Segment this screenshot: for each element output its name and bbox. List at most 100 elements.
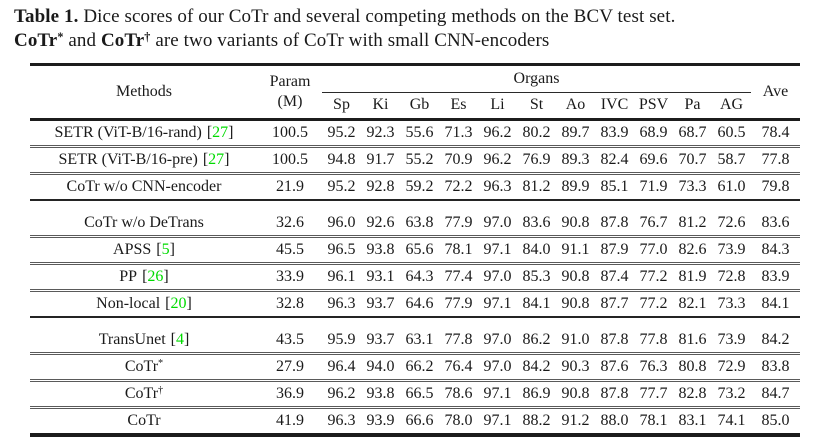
organ-score-cell: 73.3 (717, 294, 746, 312)
method-name: CoTr (124, 357, 159, 375)
organ-score-cell: 73.9 (717, 240, 746, 258)
results-table: Methods Param (M) Organs Ave Sp Ki Gb Es… (30, 62, 801, 437)
group-gap-cell (30, 200, 800, 211)
organ-score-cell: 97.0 (483, 213, 512, 231)
header-row-organs: Sp Ki Gb Es Li St Ao IVC PSV Pa AG (30, 92, 800, 119)
organ-score-cell: 95.2 (327, 123, 356, 141)
caption-variant-1: CoTr (14, 30, 58, 52)
organ-score-cell: 94.0 (366, 357, 395, 375)
organ-score-cell: 96.2 (327, 384, 356, 402)
method-cell: CoTr (30, 407, 258, 435)
method-name: APSS (113, 240, 152, 258)
method-cell: CoTr w/o CNN-encoder (30, 173, 258, 200)
table-row: PP [26] 33.9 96.1 93.1 64.3 77.4 97.0 85.3 90.8 87… (30, 263, 801, 291)
col-header-ivc: IVC (600, 96, 629, 114)
citation-bracket-open: [ (206, 123, 213, 141)
ave-cell: 83.9 (761, 267, 790, 285)
col-header-organs: Organs (322, 64, 752, 93)
method-cell: APSS [5] (30, 236, 258, 263)
organ-score-cell: 66.5 (405, 384, 434, 402)
citation-link[interactable]: 20 (170, 294, 187, 312)
organ-score-cell: 93.8 (366, 384, 395, 402)
table-row: SETR (ViT-B/16-rand) [27] 100.5 95.2 92.3 55.… (30, 119, 801, 147)
organ-score-cell: 71.9 (639, 177, 668, 195)
organ-score-cell: 81.2 (678, 213, 707, 231)
organ-score-cell: 94.8 (327, 150, 356, 168)
organ-score-cell: 78.6 (444, 384, 473, 402)
method-cell: Non-local [20] (30, 290, 258, 317)
organ-score-cell: 97.1 (483, 240, 512, 258)
citation-link[interactable]: 27 (208, 150, 225, 168)
method-name: SETR (ViT-B/16-pre) (58, 150, 198, 168)
citation-link[interactable]: 4 (175, 330, 184, 348)
organ-score-cell: 85.3 (522, 267, 551, 285)
organ-score-cell: 86.9 (522, 384, 551, 402)
organ-score-cell: 90.8 (561, 267, 590, 285)
organ-score-cell: 73.3 (678, 177, 707, 195)
ave-cell: 83.6 (761, 213, 790, 231)
organ-score-cell: 84.0 (522, 240, 551, 258)
organ-score-cell: 69.6 (639, 150, 668, 168)
organ-score-cell: 96.2 (483, 123, 512, 141)
organ-score-cell: 96.5 (327, 240, 356, 258)
organ-score-cell: 95.2 (327, 177, 356, 195)
citation-link[interactable]: 26 (147, 267, 164, 285)
organ-score-cell: 77.9 (444, 213, 473, 231)
table-row: CoTr w/o CNN-encoder 21.9 95.2 92.8 59.2 72.2… (30, 173, 801, 200)
organ-score-cell: 84.1 (522, 294, 551, 312)
method-name: CoTr w/o DeTrans (84, 213, 204, 231)
organ-score-cell: 81.2 (522, 177, 551, 195)
organ-score-cell: 72.6 (717, 213, 746, 231)
ave-cell: 85.0 (761, 411, 790, 429)
organ-score-cell: 76.3 (639, 357, 668, 375)
organ-score-cell: 76.4 (444, 357, 473, 375)
organ-score-cell: 92.8 (366, 177, 395, 195)
organ-score-cell: 83.1 (678, 411, 707, 429)
col-header-ag: AG (719, 96, 744, 114)
method-cell: TransUnet [4] (30, 328, 258, 354)
col-header-ave: Ave (762, 82, 789, 100)
param-cell: 32.8 (276, 294, 304, 312)
organ-score-cell: 68.9 (639, 123, 668, 141)
organ-score-cell: 72.2 (444, 177, 473, 195)
organ-score-cell: 97.0 (483, 330, 512, 348)
organ-score-cell: 77.2 (639, 294, 668, 312)
organ-score-cell: 97.0 (483, 267, 512, 285)
organ-score-cell: 97.0 (483, 357, 512, 375)
param-label: Param (269, 72, 311, 90)
citation: [5] (156, 241, 175, 258)
organ-score-cell: 87.8 (600, 384, 629, 402)
citation-link[interactable]: 5 (161, 240, 170, 258)
organ-score-cell: 76.7 (639, 213, 668, 231)
method-cell: PP [26] (30, 263, 258, 290)
organ-score-cell: 66.6 (405, 411, 434, 429)
caption-variant-2: CoTr (100, 30, 145, 52)
organ-score-cell: 87.9 (600, 240, 629, 258)
organ-score-cell: 97.1 (483, 411, 512, 429)
group-gap-row (30, 317, 800, 328)
col-header-ao: Ao (565, 96, 586, 114)
organ-score-cell: 87.8 (600, 330, 629, 348)
param-cell: 43.5 (276, 330, 304, 348)
organ-score-cell: 92.3 (366, 123, 395, 141)
citation-bracket-close: ] (224, 150, 230, 168)
param-cell: 21.9 (276, 177, 304, 195)
col-header-es: Es (450, 96, 467, 114)
organ-score-cell: 88.2 (522, 411, 551, 429)
table-body: SETR (ViT-B/16-rand) [27] 100.5 95.2 92.3 55.… (30, 119, 801, 435)
table-row: CoTr* 27.9 96.4 94.0 66.2 76.4 97.0 84.2 90.3 87.… (30, 353, 801, 381)
organ-score-cell: 93.1 (366, 267, 395, 285)
method-name: SETR (ViT-B/16-rand) (54, 123, 202, 141)
citation: [20] (165, 295, 192, 312)
table-row: APSS [5] 45.5 96.5 93.8 65.6 78.1 97.1 84.0 91.1 8… (30, 236, 801, 264)
organ-score-cell: 55.6 (405, 123, 434, 141)
header-row-top: Methods Param (M) Organs Ave (30, 64, 800, 110)
method-name: PP (119, 267, 138, 285)
param-cell: 45.5 (276, 240, 304, 258)
caption-variant-1-marker: * (57, 29, 64, 44)
param-cell: 100.5 (272, 150, 308, 168)
ave-cell: 83.8 (761, 357, 790, 375)
method-name: CoTr w/o CNN-encoder (66, 177, 222, 195)
citation-link[interactable]: 27 (212, 123, 229, 141)
ave-cell: 84.7 (761, 384, 790, 402)
